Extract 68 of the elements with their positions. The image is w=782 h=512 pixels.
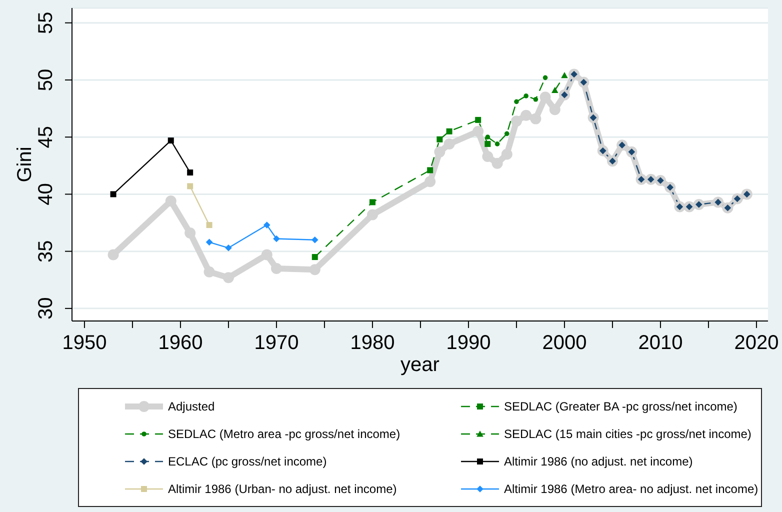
y-tick-label: 30 [35,297,57,320]
point [530,113,542,124]
x-tick-label: 2020 [734,332,779,354]
point [482,151,494,162]
point [261,249,272,260]
point [369,199,376,206]
point [475,116,482,123]
point [165,196,176,207]
point [494,142,500,146]
point [427,167,434,174]
point [270,262,282,274]
legend-label: SEDLAC (Metro area -pc gross/net income) [168,427,400,441]
point [225,244,232,252]
x-tick-label: 2000 [542,332,587,354]
legend-label: SEDLAC (15 main cities -pc gross/net income) [504,427,752,441]
x-axis-title: year [400,354,440,376]
legend-label: Altimir 1986 (Metro area- no adjust. net income) [504,482,758,496]
point [484,140,491,147]
point [263,222,270,228]
point [514,99,519,104]
point [533,96,538,102]
point [436,136,443,142]
legend-label: Altimir 1986 (Urban- no adjust. net income) [168,482,397,496]
point [110,191,116,198]
legend-label: Adjusted [168,400,215,414]
point [108,249,119,260]
point [504,131,510,136]
point [309,264,320,276]
legend-label: SEDLAC (Greater BA -pc gross/net income) [504,400,738,414]
point [424,176,436,188]
legend-label: ECLAC (pc gross/net income) [168,454,327,468]
y-tick-label: 40 [35,183,57,206]
point [222,272,234,284]
point [492,158,503,169]
y-tick-label: 55 [35,12,57,34]
point [184,228,196,239]
y-tick-label: 50 [35,68,57,92]
x-tick-label: 1990 [446,332,491,354]
point [501,148,512,160]
x-tick-label: 1970 [254,332,299,354]
x-tick-label: 1980 [350,332,395,354]
point [549,104,560,116]
point [444,138,455,150]
point [206,222,212,228]
point [273,235,280,242]
y-tick-label: 35 [35,240,57,262]
x-tick-label: 2010 [638,332,683,354]
y-axis-title: Gini [14,146,36,182]
x-tick-label: 1950 [62,332,107,354]
point [434,146,446,158]
point [366,209,378,220]
point [446,128,452,134]
point [485,134,490,140]
point [520,110,532,121]
point [510,116,522,127]
point [187,169,194,176]
legend-label: Altimir 1986 (no adjust. net income) [504,454,693,468]
point [524,94,528,98]
point [206,238,213,246]
point [187,183,194,190]
point [204,266,215,278]
point [472,126,484,137]
point [312,254,318,260]
x-tick-label: 1960 [158,332,203,354]
point [542,75,548,80]
point [311,236,318,244]
y-tick-label: 45 [35,126,57,148]
point [168,138,174,144]
